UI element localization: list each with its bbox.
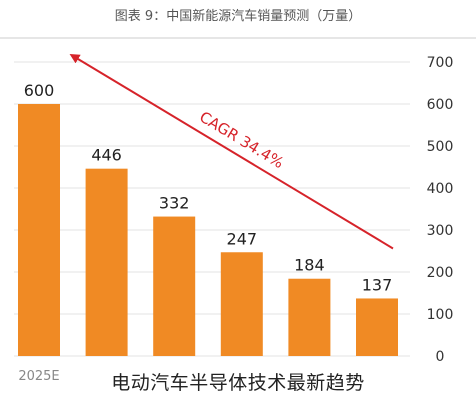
y-tick-label: 100 — [427, 307, 454, 323]
x-tick-label: 2025E — [18, 369, 59, 384]
data-label: 332 — [159, 194, 190, 213]
data-labels: 600 446 332 247 184 137 — [24, 81, 393, 294]
bar — [153, 216, 196, 356]
y-tick-label: 200 — [427, 265, 454, 281]
x-axis-labels: 2025E — [18, 369, 59, 384]
bar — [220, 252, 263, 356]
y-tick-label: 600 — [427, 97, 454, 113]
bar — [18, 104, 60, 356]
bar — [288, 278, 331, 356]
y-tick-label: 500 — [427, 139, 454, 155]
cagr-arrow — [69, 53, 394, 250]
cagr-label: CAGR 34.4% — [196, 108, 287, 172]
data-label: 446 — [91, 146, 122, 165]
y-tick-label: 400 — [427, 181, 454, 197]
y-tick-label: 300 — [427, 223, 454, 239]
data-label: 137 — [362, 275, 393, 294]
y-tick-label: 0 — [436, 349, 445, 365]
image-caption: 电动汽车半导体技术最新趋势 — [111, 372, 365, 394]
y-axis-ticks: 0 100 200 300 400 500 600 700 — [427, 55, 454, 365]
y-tick-label: 700 — [427, 55, 454, 71]
data-label: 247 — [227, 229, 258, 248]
bars — [18, 104, 398, 356]
gridlines — [14, 61, 410, 357]
data-label: 600 — [24, 81, 55, 100]
bar — [85, 168, 128, 356]
data-label: 184 — [294, 256, 325, 275]
chart-title: 图表 9：中国新能源汽车销量预测（万量） — [115, 8, 361, 24]
bar — [356, 298, 398, 356]
